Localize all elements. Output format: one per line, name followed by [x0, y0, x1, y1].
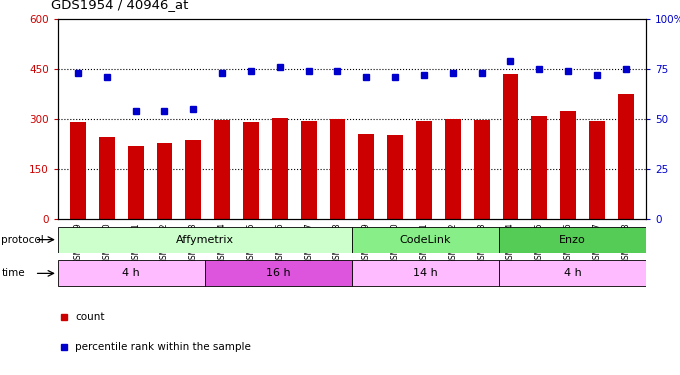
Bar [499, 260, 646, 286]
Bar [503, 74, 518, 219]
Bar [214, 120, 230, 219]
Text: 4 h: 4 h [564, 268, 581, 278]
Bar [499, 226, 646, 253]
Bar [70, 122, 86, 219]
Bar [186, 140, 201, 219]
Bar [272, 118, 288, 219]
Text: percentile rank within the sample: percentile rank within the sample [75, 342, 252, 352]
Text: count: count [75, 312, 105, 322]
Bar [205, 260, 352, 286]
Text: CodeLink: CodeLink [400, 235, 451, 244]
Bar [589, 121, 605, 219]
Text: time: time [1, 268, 25, 278]
Bar [352, 226, 499, 253]
Bar [128, 146, 143, 219]
Bar [243, 122, 259, 219]
Bar [58, 260, 205, 286]
Bar [531, 116, 547, 219]
Bar [358, 134, 374, 219]
Bar [560, 111, 576, 219]
Text: 16 h: 16 h [266, 268, 290, 278]
Text: 14 h: 14 h [413, 268, 438, 278]
Bar [58, 226, 352, 253]
Bar [99, 138, 115, 219]
Text: Affymetrix: Affymetrix [176, 235, 234, 244]
Text: GDS1954 / 40946_at: GDS1954 / 40946_at [51, 0, 188, 11]
Bar [445, 119, 461, 219]
Bar [474, 120, 490, 219]
Bar [156, 143, 173, 219]
Bar [618, 94, 634, 219]
Bar [387, 135, 403, 219]
Text: Enzo: Enzo [559, 235, 586, 244]
Text: 4 h: 4 h [122, 268, 140, 278]
Bar [352, 260, 499, 286]
Bar [330, 119, 345, 219]
Text: protocol: protocol [1, 235, 44, 244]
Bar [416, 121, 432, 219]
Bar [301, 121, 317, 219]
